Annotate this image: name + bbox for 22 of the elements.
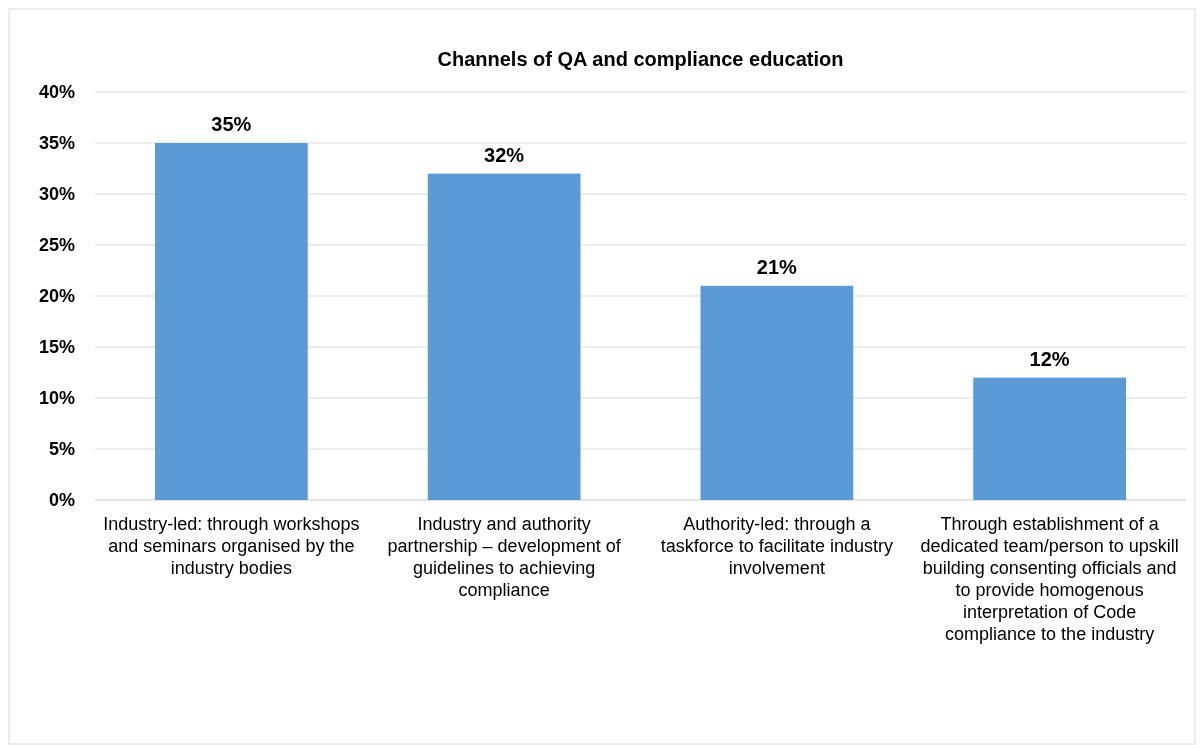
y-tick-label: 40% [38,82,75,103]
y-tick-label: 25% [38,235,75,256]
y-tick-label: 0% [48,490,75,511]
y-tick-label: 35% [38,133,75,154]
bar [700,285,854,500]
bar [973,377,1126,500]
data-label: 21% [756,255,798,278]
y-tick-label: 15% [38,337,75,358]
y-tick-label: 20% [38,286,75,307]
y-tick-label: 30% [38,184,75,205]
x-tick-label: Authority-led: through a taskforce to facilitate industry involvement [660,514,893,578]
x-tick-label: Through establishment of a dedicated team/person to upskill building consenting officials and to provide homogenous interpretation of Code compliance to the industry [920,514,1179,644]
data-label: 32% [484,143,525,166]
x-tick-label: Industry-led: through workshops and seminars organised by the industry bodies [103,514,360,578]
data-label: 35% [211,113,252,135]
data-label: 12% [1029,347,1070,370]
y-tick-label: 10% [38,388,75,409]
bar [155,143,308,500]
chart-title: Channels of QA and compliance education [437,48,844,70]
y-tick-label: 5% [48,439,75,460]
bar [427,173,581,500]
x-tick-label: Industry and authority partnership – development of guidelines to achieving compliance [387,514,622,600]
